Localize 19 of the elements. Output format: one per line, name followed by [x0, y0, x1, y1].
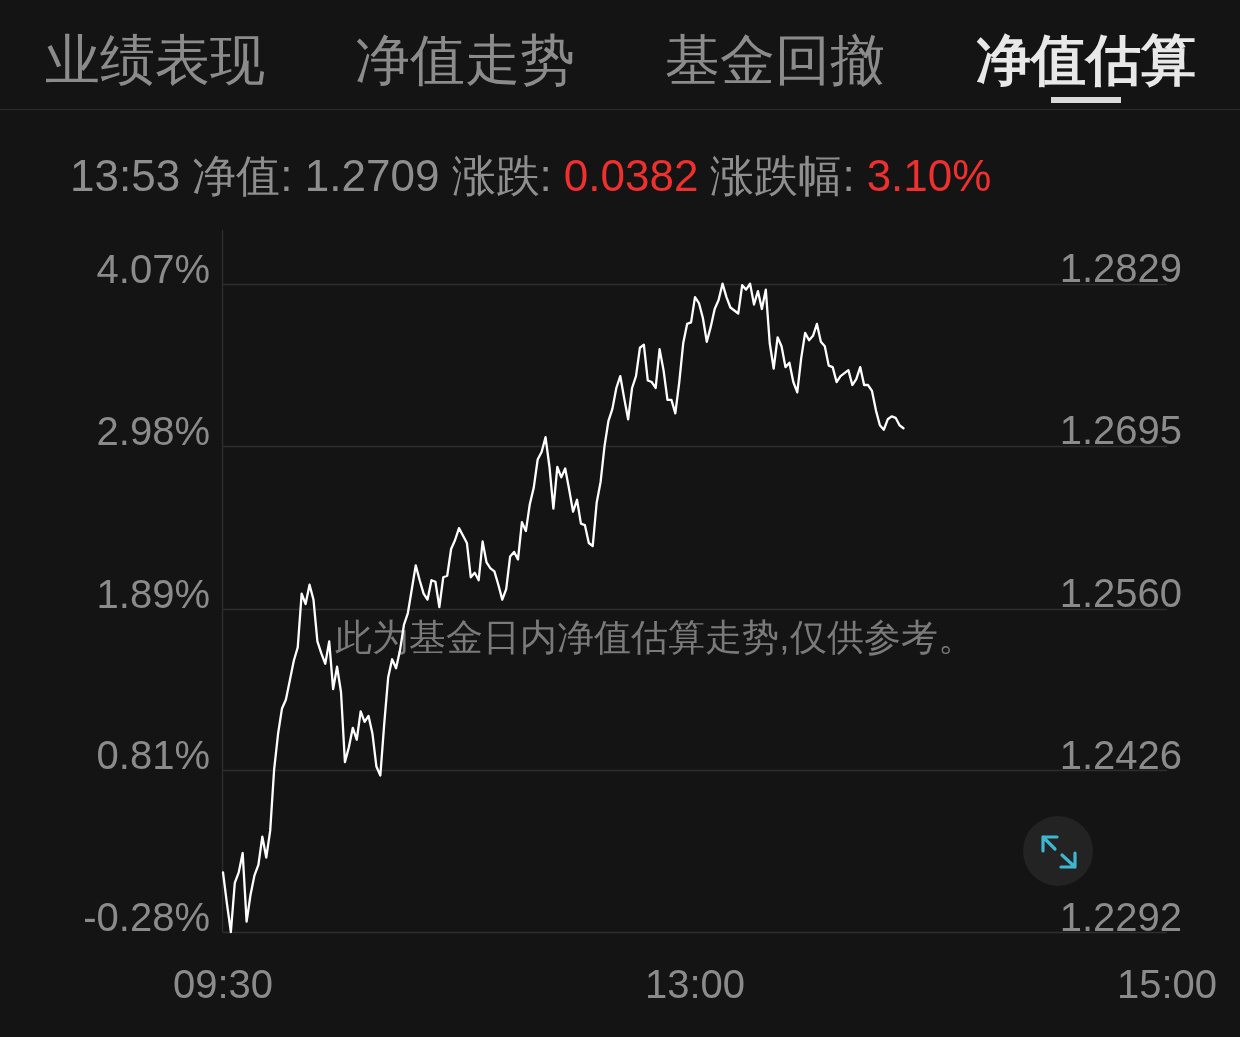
tabs: 业绩表现 净值走势 基金回撤 净值估算: [45, 29, 1196, 103]
chart-title: 净值估算: [976, 29, 1196, 91]
x-tick-label: 13:00: [644, 962, 746, 1006]
y2-tick-label: 1.2829: [1059, 246, 1182, 291]
y-tick-label: 1.89%: [96, 571, 210, 616]
y2-tick-label: 1.2560: [1059, 571, 1182, 616]
y2-tick-label: 1.2292: [1059, 895, 1182, 939]
y-tick-label: 0.81%: [96, 732, 210, 777]
y-tick-label: 4.07%: [96, 246, 210, 291]
text: 3.10%: [866, 151, 992, 200]
text: 13:53 净值: 1.2709 涨跌:: [70, 151, 552, 200]
y2-tick-label: 1.2695: [1059, 408, 1182, 453]
text: 涨跌幅:: [710, 151, 855, 200]
y2-tick-label: 1.2426: [1059, 733, 1182, 778]
x-tick-label: 15:00: [1116, 962, 1218, 1006]
y-tick-label: 2.98%: [96, 409, 210, 454]
y-tick-label: -0.28%: [83, 895, 210, 939]
x-tick-label: 09:30: [172, 962, 274, 1006]
text: 0.0382: [563, 151, 699, 200]
